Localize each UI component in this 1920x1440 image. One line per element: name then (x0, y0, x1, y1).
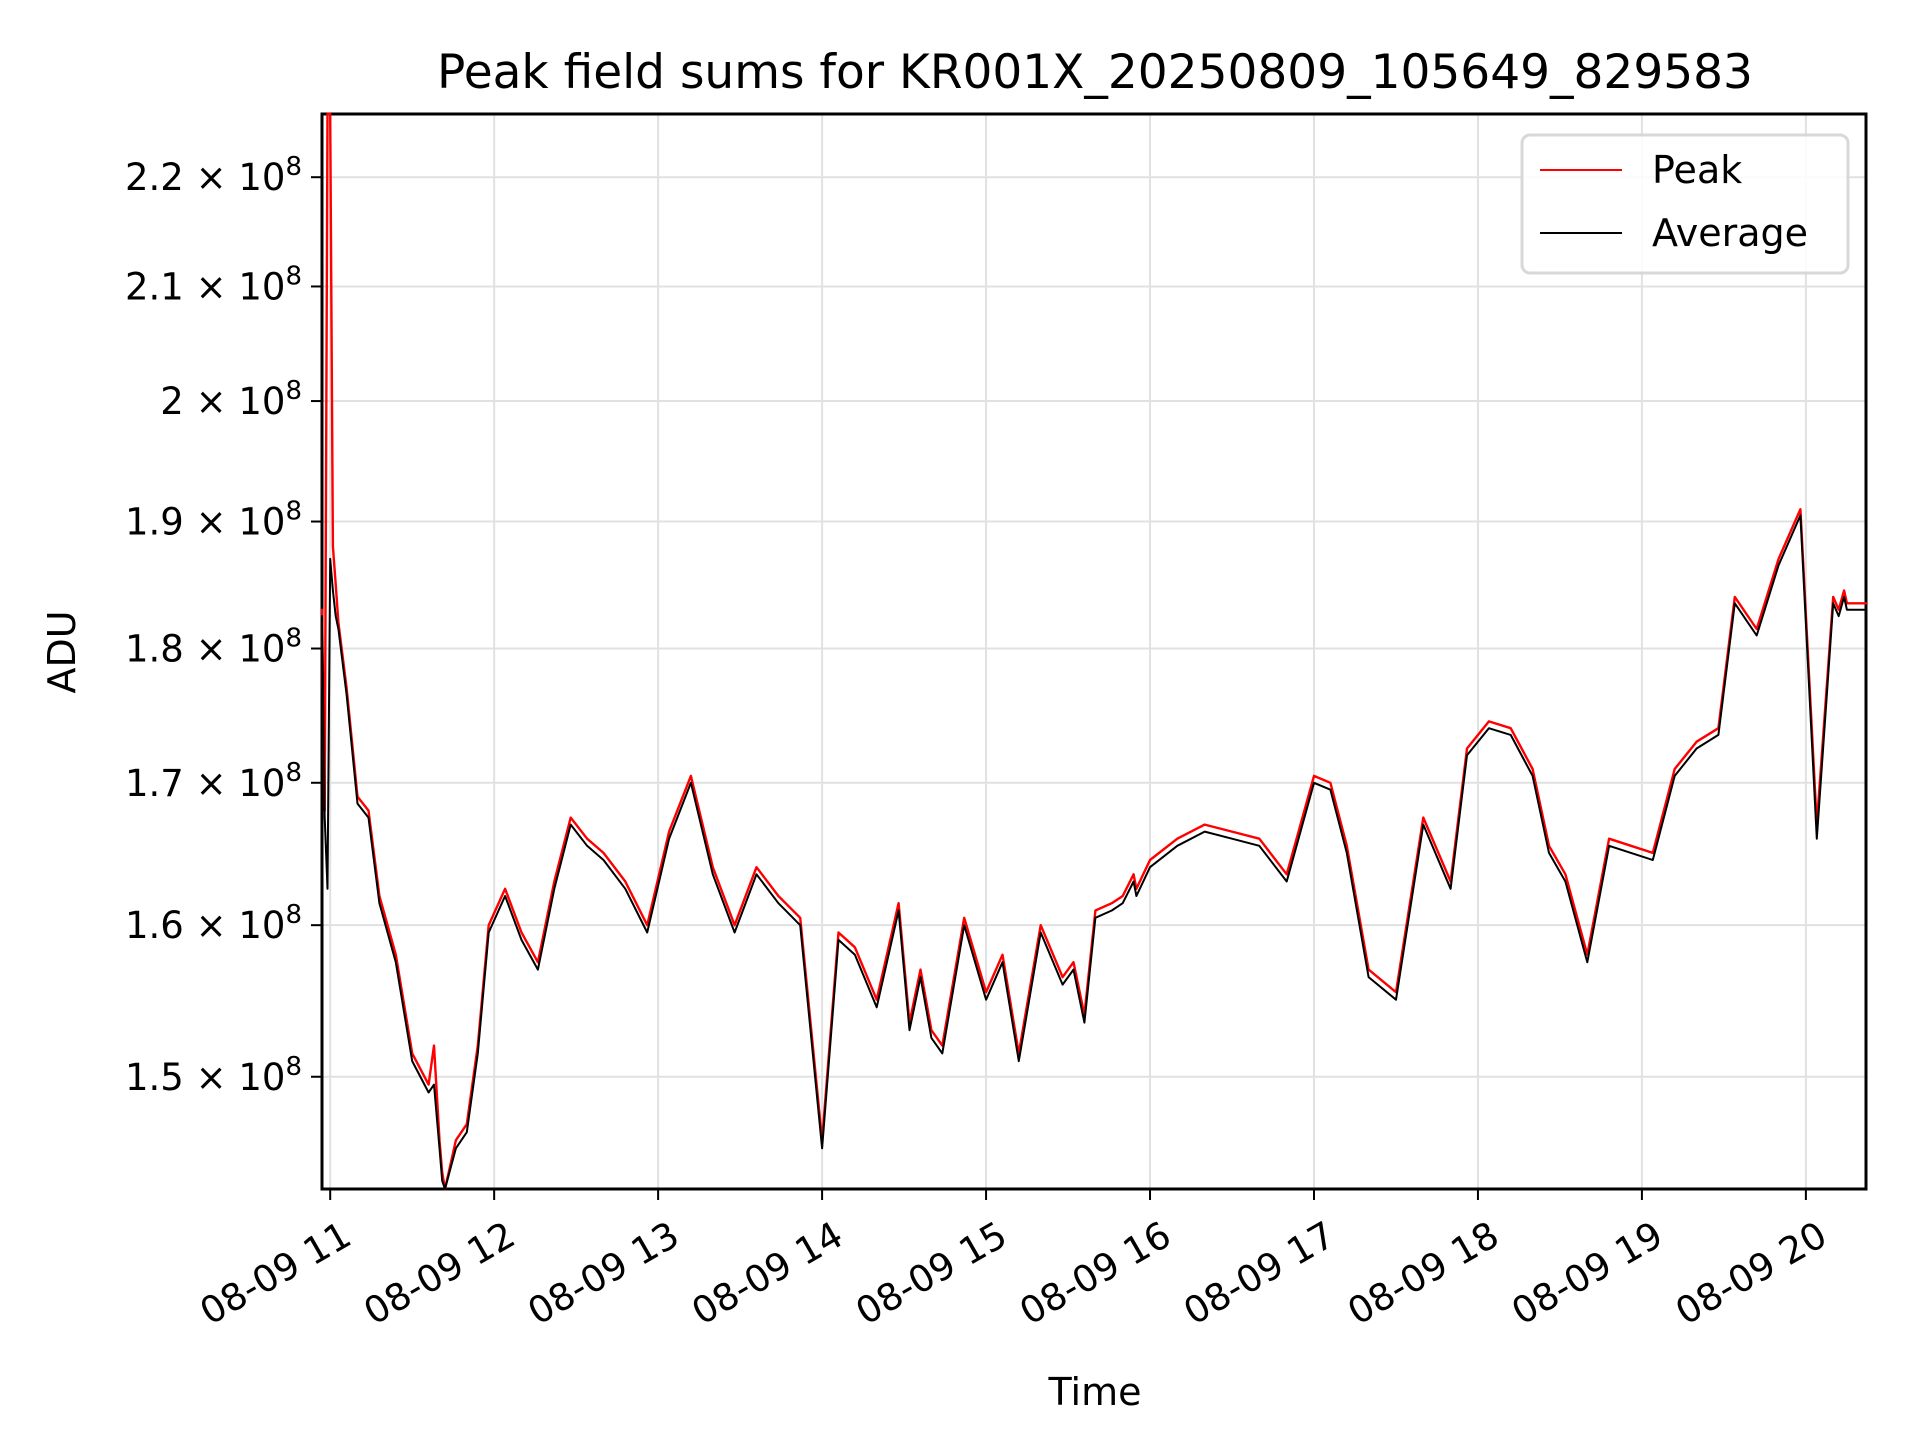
legend-average-label: Average (1652, 211, 1808, 255)
y-tick-label: 1.7 × 108 (125, 758, 302, 805)
y-tick-multiplier: × 10 (184, 762, 286, 805)
y-tick-multiplier: × 10 (184, 380, 286, 423)
y-tick-exponent: 8 (285, 497, 302, 527)
y-tick-exponent: 8 (285, 624, 302, 654)
y-tick-mantissa: 2.1 (125, 265, 184, 308)
y-tick-multiplier: × 10 (184, 501, 286, 544)
y-tick-mantissa: 1.8 (125, 628, 184, 671)
y-tick-label: 1.9 × 108 (125, 497, 302, 544)
series-line-average (321, 514, 1867, 1190)
y-tick-mantissa: 1.6 (125, 904, 184, 947)
y-tick-exponent: 8 (285, 758, 302, 788)
y-tick-multiplier: × 10 (184, 1056, 286, 1099)
y-tick-exponent: 8 (285, 900, 302, 930)
y-tick-label: 1.8 × 108 (125, 624, 302, 671)
legend-peak-label: Peak (1652, 148, 1742, 192)
y-tick-exponent: 8 (285, 261, 302, 291)
y-tick-label: 2.1 × 108 (125, 261, 302, 308)
y-tick-mantissa: 1.7 (125, 762, 184, 805)
y-tick-label: 2.2 × 108 (125, 152, 302, 199)
y-tick-multiplier: × 10 (184, 265, 286, 308)
y-axis-label: ADU (40, 610, 84, 693)
y-tick-exponent: 8 (285, 1052, 302, 1082)
grid (322, 114, 1866, 1189)
series-lines (320, 112, 1868, 1191)
x-axis-label: Time (1048, 1370, 1142, 1414)
y-tick-label: 1.5 × 108 (125, 1052, 302, 1099)
y-tick-multiplier: × 10 (184, 904, 286, 947)
y-tick-mantissa: 2 (160, 380, 184, 423)
y-tick-mantissa: 1.9 (125, 501, 184, 544)
y-tick-mantissa: 1.5 (125, 1056, 184, 1099)
y-tick-multiplier: × 10 (184, 628, 286, 671)
y-tick-mantissa: 2.2 (125, 156, 184, 199)
y-tick-label: 1.6 × 108 (125, 900, 302, 947)
y-tick-multiplier: × 10 (184, 156, 286, 199)
y-tick-exponent: 8 (285, 152, 302, 182)
legend: Peak Average (1520, 133, 1850, 275)
series-line-peak (320, 112, 1868, 1191)
y-tick-exponent: 8 (285, 376, 302, 406)
y-tick-label: 2 × 108 (160, 376, 302, 423)
chart-title: Peak field sums for KR001X_20250809_1056… (437, 45, 1753, 100)
